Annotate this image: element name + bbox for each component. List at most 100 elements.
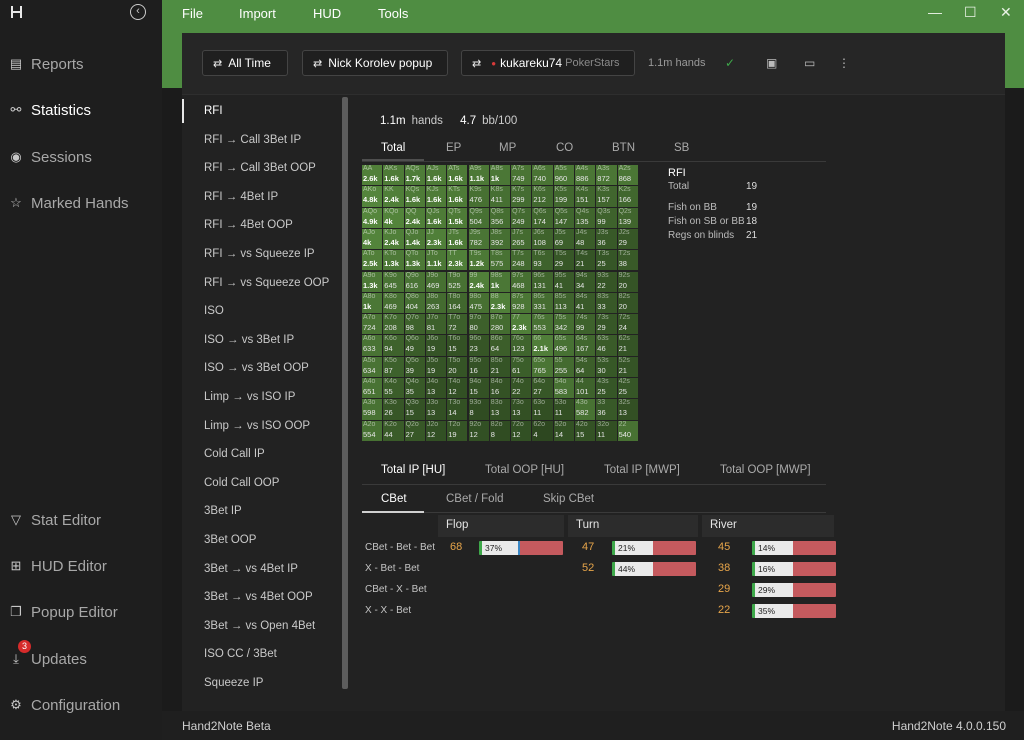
grid-cell[interactable]: 33 36 [596, 399, 618, 421]
tab-cbet[interactable]: CBet [381, 493, 407, 505]
grid-cell[interactable]: K9o 645 [383, 271, 405, 293]
grid-cell[interactable]: J5o 19 [425, 356, 448, 378]
tab-co[interactable]: CO [556, 142, 574, 154]
grid-cell[interactable]: A5s 960 [553, 165, 575, 187]
grid-cell[interactable]: KTs 1.6k [447, 186, 469, 208]
grid-cell[interactable]: 43o 582 [575, 399, 597, 421]
grid-cell[interactable]: 82o 8 [489, 420, 512, 442]
grid-cell[interactable]: 95s 41 [553, 271, 575, 293]
grid-cell[interactable]: K8s 411 [489, 186, 512, 208]
grid-cell[interactable]: 99 2.4k [468, 271, 490, 293]
grid-cell[interactable]: Q3o 15 [404, 399, 426, 421]
grid-cell[interactable]: K9s 476 [468, 186, 490, 208]
grid-cell[interactable]: KQo 4k [383, 207, 405, 229]
grid-cell[interactable]: 98s 1k [489, 271, 512, 293]
grid-cell[interactable]: J6o 19 [425, 335, 448, 357]
grid-cell[interactable]: J5s 69 [553, 228, 575, 251]
nav-configuration[interactable]: ⚙ Configuration [8, 692, 120, 718]
nav-updates[interactable]: ⤓ Updates [8, 646, 87, 672]
grid-cell[interactable]: 72o 12 [511, 420, 533, 442]
grid-cell[interactable]: 54s 64 [575, 356, 597, 378]
grid-cell[interactable]: 87s 928 [511, 292, 533, 315]
grid-cell[interactable]: TT 2.3k [447, 250, 469, 272]
grid-cell[interactable]: K7o 208 [383, 314, 405, 336]
tab-ep[interactable]: EP [446, 142, 462, 154]
stat-item[interactable]: Limp → vs ISO OOP [204, 419, 311, 432]
grid-cell[interactable]: T3s 25 [596, 250, 618, 272]
popup-select-button[interactable]: ⇄ Nick Korolev popup [302, 50, 448, 76]
grid-cell[interactable]: Q4o 35 [404, 378, 426, 400]
grid-cell[interactable]: A9o 1.3k [362, 271, 384, 293]
grid-cell[interactable]: 53s 30 [596, 356, 618, 378]
grid-cell[interactable]: A2s 868 [617, 165, 639, 187]
grid-cell[interactable]: 52o 14 [553, 420, 575, 442]
grid-cell[interactable]: JTs 1.6k [447, 228, 469, 251]
grid-cell[interactable]: A4s 886 [575, 165, 597, 187]
grid-cell[interactable]: 87o 280 [489, 314, 512, 336]
grid-cell[interactable]: T8o 164 [447, 292, 469, 315]
grid-cell[interactable]: Q7s 249 [511, 207, 533, 229]
grid-cell[interactable]: AA 2.6k [362, 165, 384, 187]
menu-tools[interactable]: Tools [378, 6, 409, 21]
nav-sessions[interactable]: ◉ Sessions [8, 144, 92, 170]
grid-cell[interactable]: 72s 24 [617, 314, 639, 336]
grid-cell[interactable]: T4o 12 [447, 378, 469, 400]
stat-item[interactable]: 3Bet OOP [204, 534, 257, 546]
grid-cell[interactable]: Q6o 49 [404, 335, 426, 357]
grid-cell[interactable]: KJs 1.6k [425, 186, 448, 208]
maximize-icon[interactable]: ☐ [964, 4, 977, 20]
grid-cell[interactable]: AQo 4.9k [362, 207, 384, 229]
grid-cell[interactable]: J3o 13 [425, 399, 448, 421]
grid-cell[interactable]: AKo 4.8k [362, 186, 384, 208]
nav-reports[interactable]: ▤ Reports [9, 55, 84, 73]
grid-cell[interactable]: AKs 1.6k [383, 165, 405, 187]
grid-cell[interactable]: Q7o 98 [404, 314, 426, 336]
grid-cell[interactable]: 75s 342 [553, 314, 575, 336]
grid-cell[interactable]: QTs 1.5k [447, 207, 469, 229]
grid-cell[interactable]: 92s 20 [617, 271, 639, 293]
stat-item[interactable]: Cold Call OOP [204, 476, 280, 489]
grid-cell[interactable]: K2s 166 [617, 186, 639, 208]
stat-list-scrollbar[interactable] [342, 97, 348, 689]
nav-hud-editor[interactable]: ⊞ HUD Editor [8, 553, 107, 579]
save-icon[interactable]: ▣ [766, 56, 778, 70]
grid-cell[interactable]: K4s 151 [575, 186, 597, 208]
grid-cell[interactable]: 85s 113 [553, 292, 575, 315]
grid-cell[interactable]: 88 2.3k [489, 292, 512, 315]
close-icon[interactable]: ✕ [1000, 4, 1012, 20]
grid-cell[interactable]: 63o 11 [532, 399, 554, 421]
stat-item[interactable]: RFI → 4Bet OOP [204, 219, 293, 232]
grid-cell[interactable]: 75o 61 [511, 356, 533, 378]
weak-bar[interactable]: 16% weak [752, 562, 836, 576]
tab-btn[interactable]: BTN [612, 142, 635, 154]
grid-cell[interactable]: 97s 468 [511, 271, 533, 293]
grid-cell[interactable]: Q9s 504 [468, 207, 490, 229]
grid-cell[interactable]: A4o 651 [362, 378, 384, 400]
grid-cell[interactable]: K5s 199 [553, 186, 575, 208]
stat-item[interactable]: 3Bet → vs 4Bet IP [204, 562, 298, 575]
grid-cell[interactable]: JJ 2.3k [425, 228, 448, 251]
grid-cell[interactable]: 76o 123 [511, 335, 533, 357]
grid-cell[interactable]: J2s 29 [617, 228, 639, 251]
grid-cell[interactable]: 54o 583 [553, 378, 575, 400]
grid-cell[interactable]: J8o 263 [425, 292, 448, 315]
grid-cell[interactable]: A2o 554 [362, 420, 384, 442]
grid-cell[interactable]: K4o 55 [383, 378, 405, 400]
tab-total-oop-hu[interactable]: Total OOP [HU] [485, 464, 565, 476]
grid-cell[interactable]: Q2s 139 [617, 207, 639, 229]
grid-cell[interactable]: 84s 41 [575, 292, 597, 315]
grid-cell[interactable]: 53o 11 [553, 399, 575, 421]
grid-cell[interactable]: Q9o 616 [404, 271, 426, 293]
grid-cell[interactable]: A8o 1k [362, 292, 384, 315]
hand2note-logo[interactable] [10, 5, 24, 19]
grid-cell[interactable]: 74o 22 [511, 378, 533, 400]
grid-cell[interactable]: 92o 12 [468, 420, 490, 442]
collapse-sidebar-icon[interactable]: ‹ [130, 4, 146, 20]
weak-bar[interactable]: 21% weak [612, 541, 696, 555]
grid-cell[interactable]: 66 2.1k [532, 335, 554, 357]
grid-cell[interactable]: K2o 44 [383, 420, 405, 442]
tab-total-ip-hu[interactable]: Total IP [HU] [381, 464, 446, 476]
grid-cell[interactable]: J2o 12 [425, 420, 448, 442]
grid-cell[interactable]: KTo 1.3k [383, 250, 405, 272]
grid-cell[interactable]: A7o 724 [362, 314, 384, 336]
